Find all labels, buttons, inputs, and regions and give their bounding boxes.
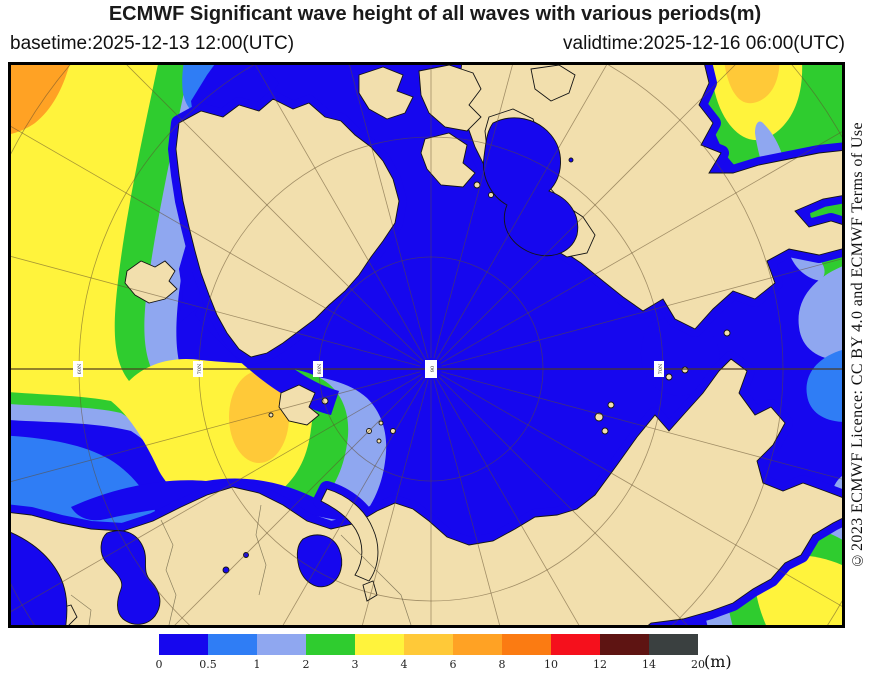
svg-text:70N: 70N	[197, 363, 203, 374]
legend-cell-0	[159, 634, 208, 655]
enclosed-seas	[11, 117, 579, 625]
time-row: basetime:2025-12-13 12:00(UTC) validtime…	[10, 33, 845, 55]
svg-text:70N: 70N	[658, 363, 664, 374]
map-canvas: 60N 70N 80N 70N 90	[11, 65, 842, 625]
legend-cell-5	[404, 634, 453, 655]
land-svalbard	[278, 384, 320, 426]
svg-text:80N: 80N	[317, 363, 323, 374]
sea-hudson-bay	[483, 117, 579, 257]
lake	[222, 566, 230, 574]
legend-tick-label: 12	[593, 658, 607, 671]
graticule-meridians	[11, 65, 842, 625]
legend-tick-label: 1	[253, 658, 261, 671]
land-arctic-island	[358, 66, 414, 120]
legend-tick-label: 4	[400, 658, 408, 671]
page-title: ECMWF Significant wave height of all wav…	[108, 3, 762, 25]
basetime-label: basetime:2025-12-13 12:00(UTC)	[10, 33, 295, 54]
legend-cell-1	[208, 634, 257, 655]
legend-cell-2	[257, 634, 306, 655]
license-block: ©2023 ECMWF Licence: CC BY 4.0 and ECMWF…	[845, 62, 870, 628]
sea-white-sea	[296, 534, 343, 588]
legend-unit-label: (m)	[704, 652, 732, 671]
legend-cell-7	[502, 634, 551, 655]
pole-label: 90	[425, 360, 437, 378]
sea-north-sea	[11, 532, 68, 625]
license-text: ©2023 ECMWF Licence: CC BY 4.0 and ECMWF…	[848, 121, 866, 569]
legend-cell-6	[453, 634, 502, 655]
validtime-label: validtime:2025-12-16 06:00(UTC)	[563, 33, 845, 54]
legend-tick-label: 14	[642, 658, 656, 671]
latitude-label: 60N	[73, 361, 83, 377]
lake	[568, 157, 574, 163]
legend-tick-label: 6	[449, 658, 457, 671]
lake	[243, 552, 249, 558]
latitude-label: 80N	[313, 361, 323, 377]
legend-tick-label: 10	[544, 658, 558, 671]
legend-tick-label: 0.5	[199, 658, 217, 671]
legend-tick-label: 8	[498, 658, 506, 671]
land-arctic-island	[420, 132, 476, 188]
legend-tick-label: 3	[351, 658, 359, 671]
wave-height-legend: 0 0.5 1 2 3 4 6 8 10 12 14 20 (m)	[155, 634, 759, 678]
legend-cell-9	[600, 634, 649, 655]
legend-cell-3	[306, 634, 355, 655]
legend-tick-label: 0	[155, 658, 163, 671]
land-arctic-island	[418, 65, 482, 132]
wave-height-map: 60N 70N 80N 70N 90	[8, 62, 845, 628]
legend-tick-label: 20	[691, 658, 705, 671]
svg-text:60N: 60N	[77, 363, 83, 374]
sea-baltic	[100, 530, 161, 625]
legend-cell-8	[551, 634, 600, 655]
legend-tick-label: 2	[302, 658, 310, 671]
legend-cell-10	[649, 634, 698, 655]
country-borders	[70, 504, 412, 625]
svg-text:90: 90	[430, 366, 436, 372]
legend-cell-4	[355, 634, 404, 655]
latitude-label: 70N	[654, 361, 664, 377]
land-iceland	[124, 260, 178, 304]
legend-colorbar	[159, 634, 698, 655]
land-arctic-island	[530, 65, 576, 102]
latitude-label: 70N	[193, 361, 203, 377]
